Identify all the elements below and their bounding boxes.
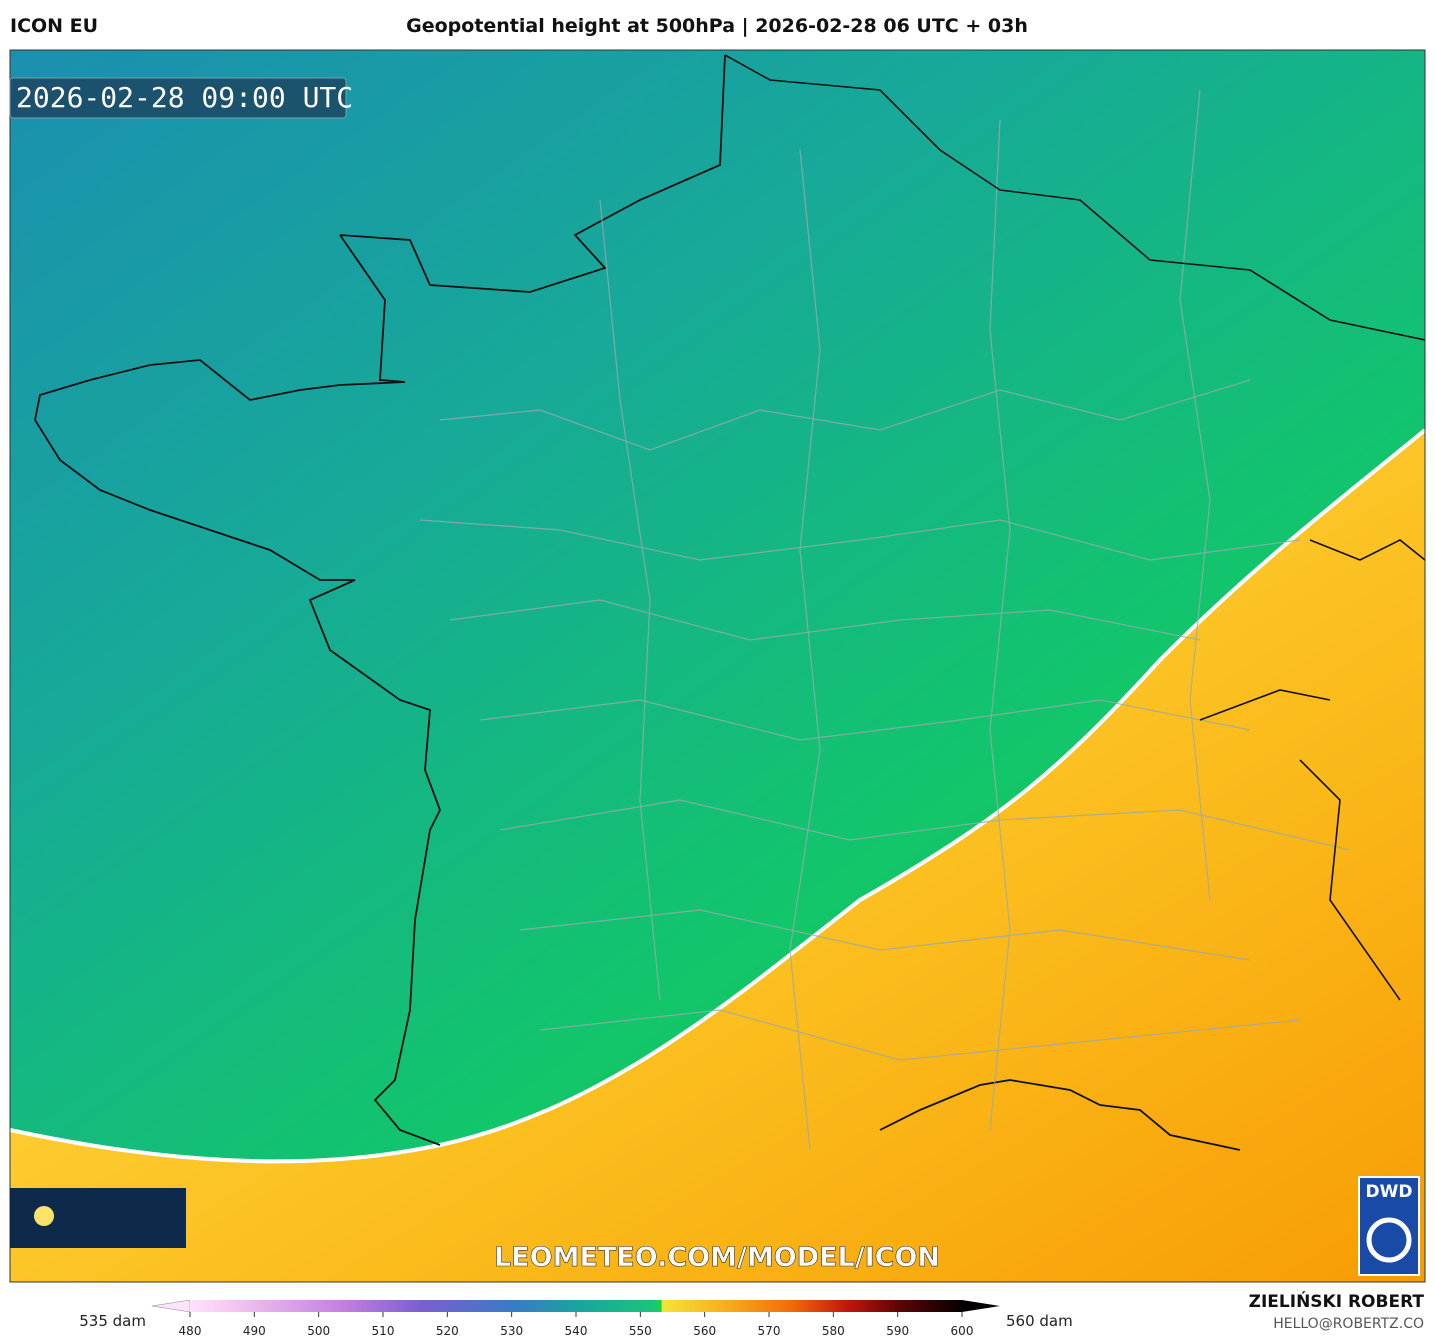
colorbar-left-label: 535 dam bbox=[79, 1312, 146, 1330]
colorbar-tick-label: 540 bbox=[565, 1324, 588, 1338]
colorbar-tick-label: 500 bbox=[307, 1324, 330, 1338]
colorbar-tick-label: 600 bbox=[951, 1324, 974, 1338]
warm-field bbox=[10, 430, 1425, 1282]
colorbar-tick-label: 550 bbox=[629, 1324, 652, 1338]
map-frame bbox=[9, 49, 1426, 1283]
contour-line bbox=[10, 428, 1425, 1164]
colorbar-tick-label: 490 bbox=[243, 1324, 266, 1338]
model-name: ICON EU bbox=[10, 15, 98, 37]
colorbar-tick-label: 510 bbox=[372, 1324, 395, 1338]
colorbar-low-arrow bbox=[151, 1299, 191, 1313]
colorbar-tick-label: 520 bbox=[436, 1324, 459, 1338]
dwd-text: DWD bbox=[1366, 1182, 1413, 1202]
colorbar-tick-label: 570 bbox=[758, 1324, 781, 1338]
sun-icon bbox=[34, 1206, 54, 1226]
dwd-swirl bbox=[1366, 1217, 1412, 1263]
map-title: Geopotential height at 500hPa | 2026-02-… bbox=[406, 15, 1028, 37]
colorbar-ticks: 480 490 500 510 520 530 540 550 560 570 580 590 600 bbox=[179, 1312, 974, 1338]
coastline bbox=[34, 54, 1241, 1151]
valid-time: 2026-02-28 09:00 UTC bbox=[16, 81, 353, 114]
colorbar-tick-label: 590 bbox=[886, 1324, 909, 1338]
colorbar-tick-label: 560 bbox=[693, 1324, 716, 1338]
region-borders bbox=[419, 89, 1351, 1151]
country-borders bbox=[724, 54, 1425, 1001]
colorbar-high-arrow bbox=[962, 1300, 1000, 1312]
contact: HELLO@ROBERTZ.CO bbox=[1273, 1316, 1424, 1332]
colorbar-tick-label: 580 bbox=[822, 1324, 845, 1338]
map bbox=[10, 50, 1425, 1282]
author: ZIELIŃSKI ROBERT bbox=[1249, 1290, 1425, 1312]
colorbar-right-label: 560 dam bbox=[1006, 1312, 1073, 1330]
colorbar bbox=[190, 1300, 962, 1312]
time-box bbox=[9, 77, 347, 119]
watermark: LEOMETEO.COM/MODEL/ICON bbox=[494, 1242, 940, 1273]
colorbar-tick-label: 530 bbox=[500, 1324, 523, 1338]
colorbar-tick-label: 480 bbox=[179, 1324, 202, 1338]
